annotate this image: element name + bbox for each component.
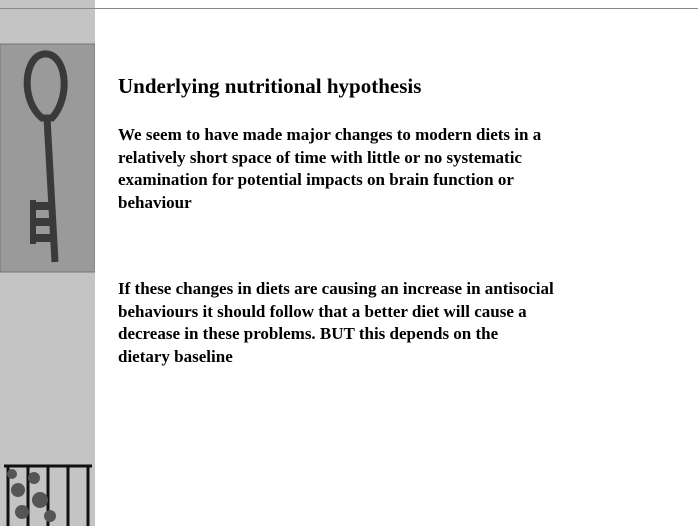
slide: {"slide": {"title": "Underlying nutritio… (0, 0, 698, 526)
top-rule (0, 8, 698, 9)
paragraph: If these changes in diets are causing an… (118, 278, 554, 368)
decoration (0, 0, 95, 526)
paragraph: We seem to have made major changes to mo… (118, 124, 541, 214)
text-line: We seem to have made major changes to mo… (118, 124, 541, 147)
text-line: relatively short space of time with litt… (118, 147, 541, 170)
text-line: behaviour (118, 192, 541, 215)
text-line: dietary baseline (118, 346, 554, 369)
text-line: behaviours it should follow that a bette… (118, 301, 554, 324)
text-line: examination for potential impacts on bra… (118, 169, 541, 192)
text-line: decrease in these problems. BUT this dep… (118, 323, 554, 346)
slide-title: Underlying nutritional hypothesis (118, 74, 421, 99)
key-bit (30, 200, 52, 244)
text-line: If these changes in diets are causing an… (118, 278, 554, 301)
